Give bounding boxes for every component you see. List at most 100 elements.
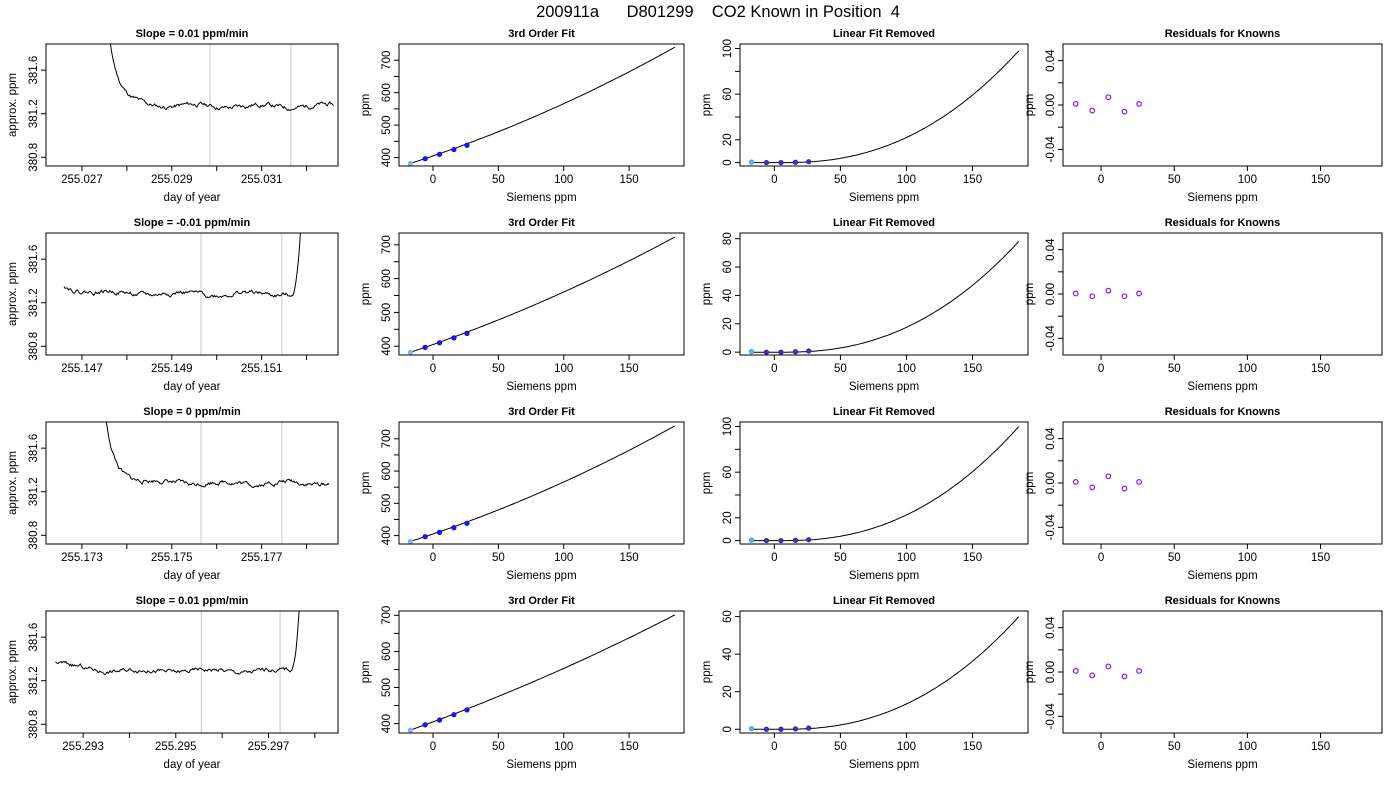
panel-r1c3: Linear Fit Removed 0 50 100 150 0 20 60 100 Sieme… bbox=[701, 28, 1029, 204]
known-point bbox=[451, 146, 457, 153]
x-tick-label: 0 bbox=[1098, 174, 1104, 186]
x-tick-label: 255.295 bbox=[155, 741, 197, 753]
residual-curve bbox=[751, 241, 1020, 353]
x-tick-label: 150 bbox=[963, 552, 982, 564]
known-point bbox=[748, 537, 755, 543]
x-tick-label: 255.151 bbox=[241, 363, 283, 375]
plot-area bbox=[109, 44, 334, 166]
y-tick-label: 0.04 bbox=[1045, 238, 1057, 261]
plot-frame bbox=[398, 43, 685, 167]
y-tick-label: 700 bbox=[381, 51, 393, 70]
known-point bbox=[451, 335, 457, 341]
y-tick-label: 20 bbox=[722, 133, 734, 146]
y-tick-label: 40 bbox=[722, 289, 734, 302]
x-tick-label: 150 bbox=[619, 741, 638, 753]
x-axis-label: Siemens ppm bbox=[506, 381, 576, 393]
residual-point bbox=[1072, 290, 1079, 297]
panel-title: 3rd Order Fit bbox=[508, 595, 575, 607]
x-tick-label: 0 bbox=[771, 552, 777, 564]
panel-title: Residuals for Knowns bbox=[1165, 217, 1281, 229]
y-tick-label: 600 bbox=[381, 269, 393, 288]
x-axis-label: Siemens ppm bbox=[849, 759, 919, 771]
x-tick-label: 0 bbox=[430, 174, 436, 186]
residual-point bbox=[1105, 94, 1112, 101]
x-tick-label: 100 bbox=[897, 363, 916, 375]
residual-point bbox=[1121, 673, 1128, 680]
y-tick-label: 80 bbox=[722, 232, 734, 245]
y-tick-label: 40 bbox=[722, 648, 734, 661]
plot-area bbox=[63, 233, 301, 355]
known-point bbox=[778, 159, 784, 166]
residual-point bbox=[1105, 473, 1112, 480]
fit-curve bbox=[410, 236, 676, 353]
residual-point bbox=[1089, 672, 1096, 679]
panel-r3c4: Residuals for Knowns 0 50 100 150 -0.04 0.00 0.… bbox=[1024, 406, 1383, 582]
known-point bbox=[792, 349, 799, 355]
panel-title: Slope = 0.01 ppm/min bbox=[136, 595, 249, 607]
known-point bbox=[436, 529, 443, 535]
plot-frame bbox=[45, 421, 339, 545]
panel-title: 3rd Order Fit bbox=[508, 28, 575, 40]
known-point bbox=[464, 520, 470, 526]
x-axis-label: Siemens ppm bbox=[1187, 381, 1257, 393]
panel-r3c2: 3rd Order Fit 0 50 100 150 400 500 600 700 Siemen… bbox=[360, 406, 685, 582]
y-tick-label: 700 bbox=[381, 606, 393, 625]
known-point bbox=[748, 159, 755, 165]
x-tick-label: 50 bbox=[492, 741, 505, 753]
plot-frame bbox=[1062, 43, 1383, 167]
x-tick-label: 50 bbox=[1168, 174, 1181, 186]
y-tick-label: 0.04 bbox=[1045, 427, 1057, 450]
residual-point bbox=[1136, 667, 1142, 674]
plot-frame bbox=[1062, 610, 1383, 734]
x-tick-label: 0 bbox=[430, 552, 436, 564]
panel-r1c1: Slope = 0.01 ppm/min 255.027 255.029 255.03… bbox=[7, 28, 339, 204]
residual-point bbox=[1105, 287, 1112, 294]
concentration-trace bbox=[63, 233, 301, 299]
x-tick-label: 255.175 bbox=[151, 552, 193, 564]
panel-r1c2: 3rd Order Fit 0 50 100 150 400 500 600 700 Siemen… bbox=[360, 28, 685, 204]
known-point bbox=[778, 349, 784, 355]
y-tick-label: 500 bbox=[381, 494, 393, 513]
y-tick-label: -0.04 bbox=[1045, 703, 1057, 730]
y-tick-label: 500 bbox=[381, 116, 393, 135]
panel-title: Linear Fit Removed bbox=[833, 28, 935, 40]
plot-area bbox=[407, 425, 676, 544]
x-tick-label: 255.147 bbox=[61, 363, 103, 375]
y-tick-label: 100 bbox=[722, 39, 734, 58]
x-axis-label: day of year bbox=[164, 381, 221, 393]
y-tick-label: -0.04 bbox=[1045, 325, 1057, 352]
x-axis-label: day of year bbox=[164, 192, 221, 204]
known-point bbox=[464, 330, 470, 336]
x-tick-label: 255.293 bbox=[62, 741, 104, 753]
panel-r2c1: Slope = -0.01 ppm/min 255.147 255.149 255.1… bbox=[7, 217, 339, 393]
known-point bbox=[407, 538, 413, 544]
plot-frame bbox=[1062, 421, 1383, 545]
known-point bbox=[436, 717, 443, 723]
x-axis-label: day of year bbox=[164, 759, 221, 771]
residual-point bbox=[1089, 484, 1096, 491]
residual-curve bbox=[751, 50, 1020, 164]
y-axis-label: ppm bbox=[360, 472, 372, 494]
panel-r2c3: Linear Fit Removed 0 50 100 150 0 20 40 60 80 Siem… bbox=[701, 217, 1029, 393]
plot-area bbox=[407, 236, 676, 355]
y-tick-label: 400 bbox=[381, 148, 393, 167]
y-tick-label: 380.8 bbox=[28, 521, 40, 550]
x-tick-label: 255.031 bbox=[241, 174, 283, 186]
y-axis-label: ppm bbox=[360, 283, 372, 305]
x-tick-label: 100 bbox=[897, 552, 916, 564]
x-axis-label: day of year bbox=[164, 570, 221, 582]
x-axis-label: Siemens ppm bbox=[506, 570, 576, 582]
known-point bbox=[436, 340, 443, 346]
known-point bbox=[792, 726, 799, 732]
x-tick-label: 0 bbox=[771, 741, 777, 753]
residual-point bbox=[1136, 100, 1142, 107]
y-tick-label: 700 bbox=[381, 235, 393, 254]
known-point bbox=[451, 525, 457, 531]
x-tick-label: 50 bbox=[834, 741, 847, 753]
panel-r4c4: Residuals for Knowns 0 50 100 150 -0.04 0.00 0.… bbox=[1024, 595, 1383, 771]
known-point bbox=[792, 159, 799, 165]
y-tick-label: 20 bbox=[722, 317, 734, 330]
x-tick-label: 0 bbox=[1098, 741, 1104, 753]
y-tick-label: 381.2 bbox=[28, 288, 40, 317]
y-axis-label: ppm bbox=[1024, 661, 1036, 683]
